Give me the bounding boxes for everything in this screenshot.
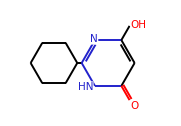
Text: O: O [130, 101, 138, 111]
Text: N: N [90, 34, 98, 44]
Text: HN: HN [77, 82, 93, 92]
Text: OH: OH [131, 20, 147, 30]
